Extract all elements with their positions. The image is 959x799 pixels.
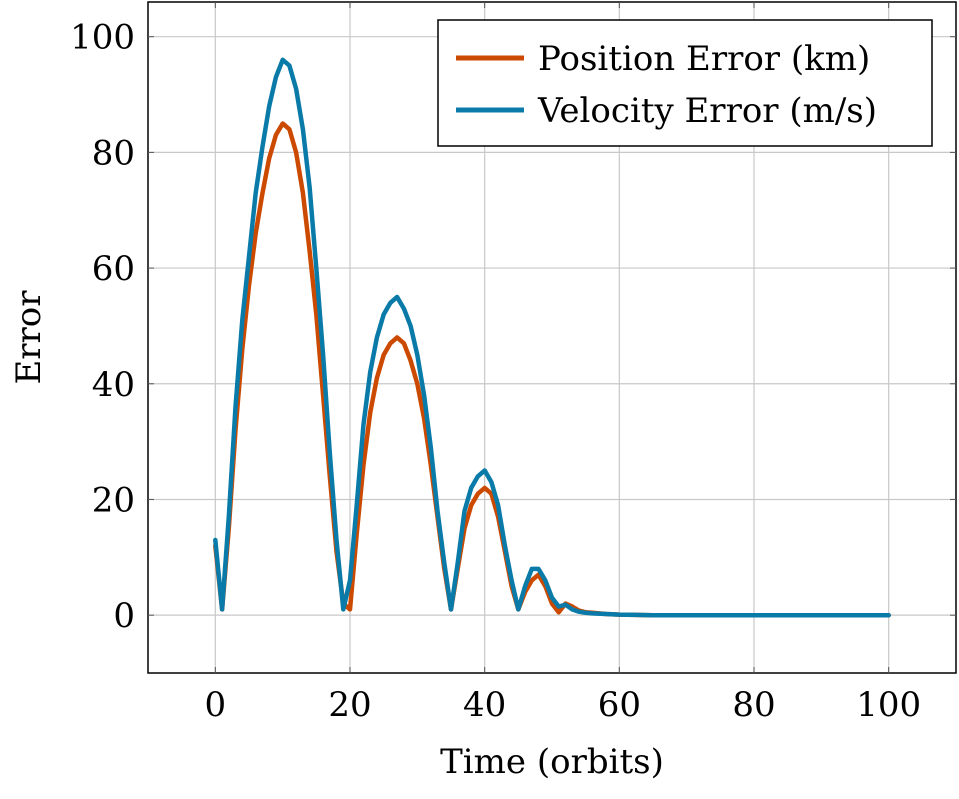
- series-line-position-error: [213, 121, 891, 618]
- x-tick-label: 80: [732, 685, 775, 725]
- y-tick-labels: 0 20 40 60 80 100: [70, 18, 135, 636]
- x-tick-label: 60: [598, 685, 641, 725]
- x-tick-label: 20: [328, 685, 371, 725]
- y-tick-label: 80: [92, 133, 135, 173]
- x-axis-title: Time (orbits): [440, 742, 664, 782]
- legend-label-velocity-error: Velocity Error (m/s): [537, 91, 877, 131]
- y-tick-label: 0: [113, 596, 135, 636]
- legend-box: [437, 19, 933, 147]
- x-tick-label: 40: [463, 685, 506, 725]
- legend: Position Error (km) Velocity Error (m/s): [437, 19, 933, 147]
- y-tick-label: 20: [92, 480, 135, 520]
- tick-marks: [148, 2, 956, 673]
- plot-frame: [147, 1, 957, 674]
- series-line-velocity-error: [213, 57, 891, 618]
- x-tick-label: 0: [205, 685, 227, 725]
- legend-label-position-error: Position Error (km): [538, 39, 870, 79]
- x-tick-label: 100: [856, 685, 921, 725]
- y-tick-label: 40: [92, 365, 135, 405]
- x-tick-labels: 0 20 40 60 80 100: [205, 685, 922, 725]
- series-lines: [213, 57, 891, 618]
- y-tick-label: 100: [70, 18, 135, 58]
- y-tick-label: 60: [92, 249, 135, 289]
- y-axis-title: Error: [9, 290, 49, 385]
